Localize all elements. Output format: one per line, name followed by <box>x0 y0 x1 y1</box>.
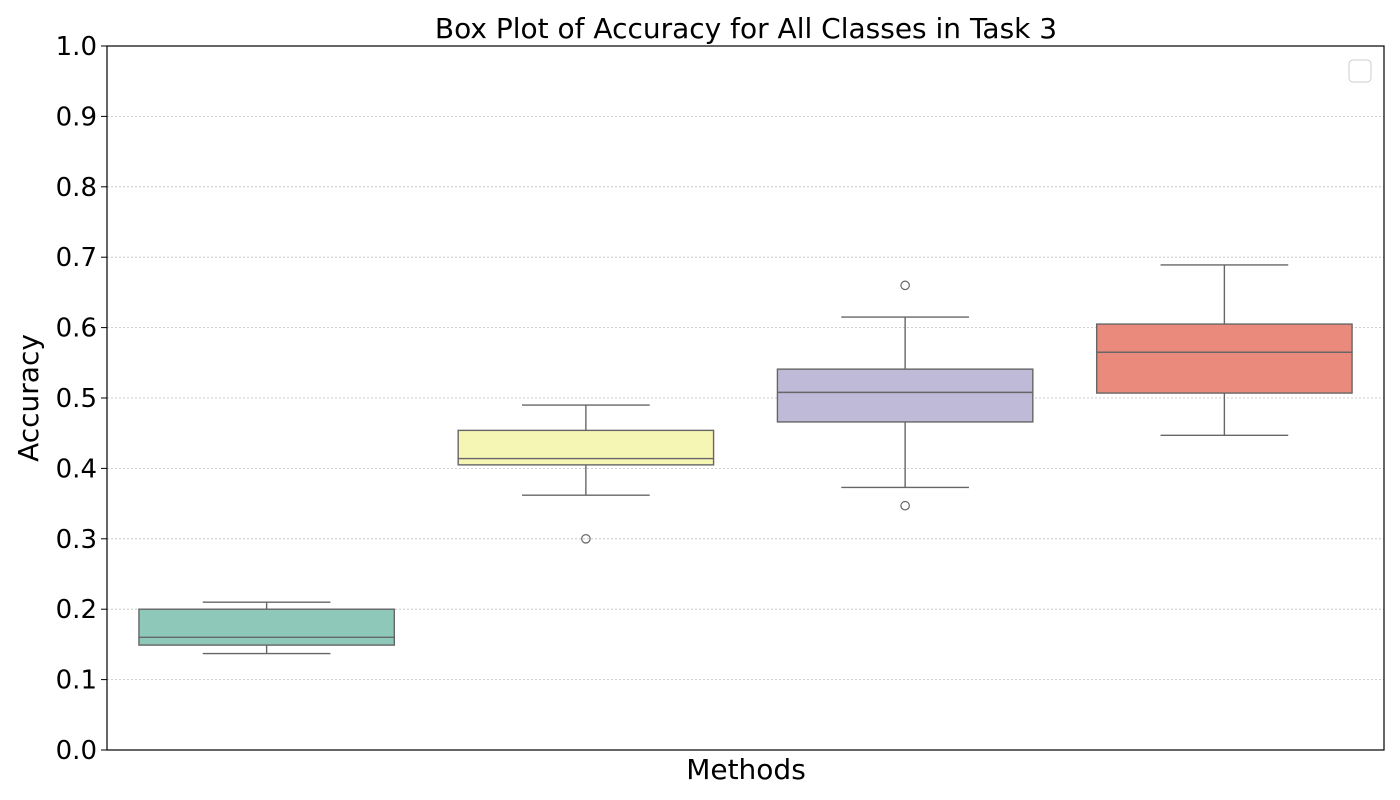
x-axis-label: Methods <box>686 753 806 786</box>
box-1 <box>138 601 396 655</box>
y-axis-label: Accuracy <box>12 334 45 462</box>
y-tick-label: 0.6 <box>56 314 97 344</box>
outlier-point <box>900 500 910 511</box>
y-tick-label: 0.8 <box>56 173 97 203</box>
boxes-group <box>138 264 1353 655</box>
y-tick-label: 0.3 <box>56 525 97 555</box>
y-gridlines <box>107 116 1384 680</box>
y-tick-label: 0.9 <box>56 102 97 132</box>
y-axis-ticks: 0.0 0.1 0.2 0.3 0.4 0.5 0.6 0.7 0.8 0.9 1.0 <box>56 32 107 766</box>
box-4 <box>1095 264 1353 437</box>
legend-box <box>1348 59 1372 83</box>
outlier-point <box>900 280 910 291</box>
y-tick-label: 0.1 <box>56 666 97 696</box>
outlier-point <box>581 533 591 544</box>
y-tick-label: 0.0 <box>56 736 97 766</box>
y-tick-label: 0.4 <box>56 454 97 484</box>
y-tick-label: 1.0 <box>56 32 97 62</box>
y-tick-label: 0.7 <box>56 243 97 273</box>
box-2 <box>457 404 715 544</box>
y-tick-label: 0.2 <box>56 595 97 625</box>
iqr-box <box>138 608 396 646</box>
iqr-box <box>776 368 1034 423</box>
iqr-box <box>1095 323 1353 394</box>
box-3 <box>776 280 1034 511</box>
chart-title: Box Plot of Accuracy for All Classes in … <box>435 12 1057 45</box>
iqr-box <box>457 429 715 466</box>
y-tick-label: 0.5 <box>56 384 97 414</box>
